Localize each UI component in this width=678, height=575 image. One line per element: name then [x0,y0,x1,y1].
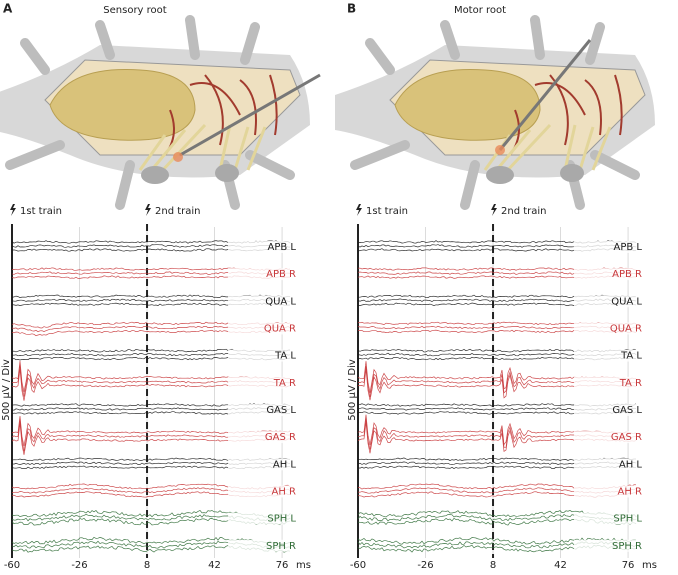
channel-label: APB L [614,242,643,253]
channel-label: APB L [268,242,297,253]
channel-label: APB R [612,269,642,280]
label-bg [574,376,636,389]
label-bg [574,458,636,471]
channel-label: SPH L [613,514,642,525]
x-tick-label: 8 [490,560,496,571]
label-bg [574,349,636,362]
channel-label: QUA L [265,296,296,307]
label-bg [574,512,636,525]
channel-label: SPH L [267,514,296,525]
channel-label: TA R [619,378,642,389]
stimulation-site [173,152,183,162]
channel-label: GAS R [265,432,296,443]
x-tick-label: 42 [208,560,221,571]
channel-label: GAS L [266,405,296,416]
label-bg [228,240,290,253]
label-bg [574,322,636,335]
channel-label: APB R [266,269,296,280]
train-label: 2nd train [501,206,547,217]
bolt-icon [10,204,16,216]
label-bg [228,539,290,552]
x-tick-label: 8 [144,560,150,571]
illustration [335,15,655,205]
y-axis-label: 500 µV / Div [1,359,12,421]
train-label: 2nd train [155,206,201,217]
channel-label: GAS L [612,405,642,416]
label-bg [574,431,636,444]
panel-letter: B [347,2,356,16]
channel-label: AH L [619,459,643,470]
label-bg [574,539,636,552]
emg-trace [357,537,637,545]
x-tick-label: -60 [350,560,366,571]
channel-label: GAS R [611,432,642,443]
x-unit: ms [642,560,657,571]
instrument [498,39,592,151]
channel-label: TA L [274,351,296,362]
bolt-icon [145,204,152,216]
stimulation-site [495,145,505,155]
channel-label: SPH R [266,541,296,552]
label-bg [228,512,290,525]
y-axis-label: 500 µV / Div [347,359,358,421]
channel-label: TA R [273,378,296,389]
label-bg [574,295,636,308]
channel-label: QUA L [611,296,642,307]
label-bg [228,403,290,416]
label-bg [228,349,290,362]
channel-label: SPH R [612,541,642,552]
label-bg [574,240,636,253]
train-label: 1st train [366,206,408,217]
bolt-icon [356,204,362,216]
channel-label: QUA R [264,323,296,334]
label-bg [574,268,636,281]
label-bg [228,322,290,335]
train-label: 1st train [20,206,62,217]
label-bg [228,295,290,308]
label-bg [574,403,636,416]
channel-label: TA L [620,351,642,362]
x-tick-label: 76 [622,560,635,571]
x-unit: ms [296,560,311,571]
channel-label: AH R [272,486,297,497]
x-tick-label: -60 [4,560,20,571]
label-bg [574,485,636,498]
panel-title: Motor root [454,5,506,16]
channel-label: AH R [618,486,643,497]
panel-letter: A [3,2,13,16]
instrument [179,73,321,157]
channel-label: QUA R [610,323,642,334]
label-bg [228,458,290,471]
x-tick-label: -26 [417,560,433,571]
x-tick-label: 42 [554,560,567,571]
x-tick-label: -26 [71,560,87,571]
label-bg [228,485,290,498]
label-bg [228,431,290,444]
panel-title: Sensory root [103,5,167,16]
label-bg [228,268,290,281]
bolt-icon [491,204,498,216]
label-bg [228,376,290,389]
channel-label: AH L [273,459,297,470]
illustration [0,15,310,205]
x-tick-label: 76 [276,560,289,571]
